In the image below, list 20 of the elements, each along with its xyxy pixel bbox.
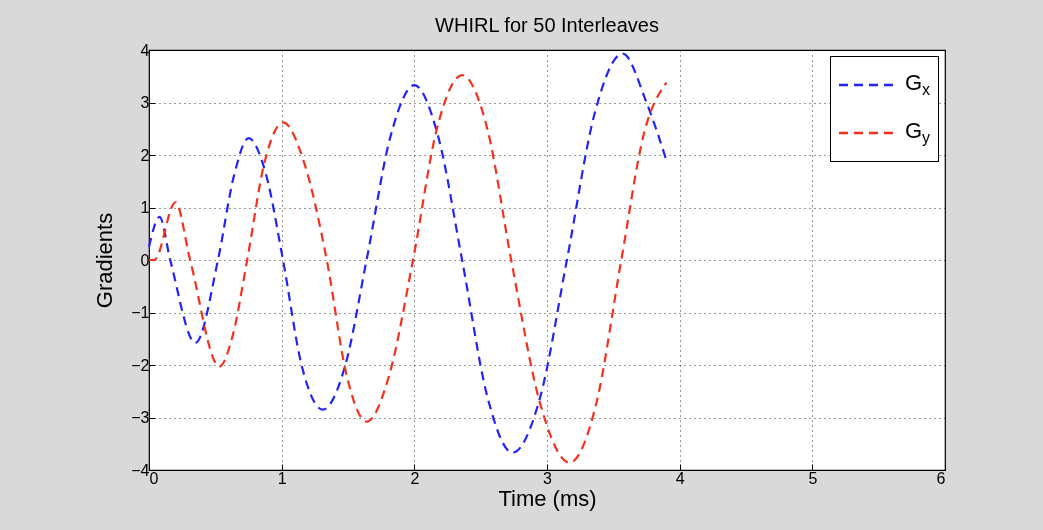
x-tick-label: 3 xyxy=(543,469,553,487)
y-tick-label: 0 xyxy=(140,251,150,269)
y-tick-label: −1 xyxy=(131,304,150,321)
y-tick-label: 2 xyxy=(140,146,150,164)
y-tick-label: −3 xyxy=(131,409,150,426)
legend-label: G$_{y}$ xyxy=(904,118,930,148)
chart-title: WHIRL for 50 Interleaves xyxy=(435,14,659,36)
y-axis-title: Gradients xyxy=(92,212,118,309)
y-tick-label: −2 xyxy=(131,356,150,374)
x-tick-label: 1 xyxy=(277,469,287,487)
y-tick-label: −4 xyxy=(131,461,150,479)
y-tick-label: 1 xyxy=(140,199,150,216)
x-tick-label: 2 xyxy=(410,469,420,487)
legend-label: G$_{x}$ xyxy=(904,70,930,100)
y-tick-label: 4 xyxy=(140,41,150,59)
x-tick-label: 6 xyxy=(936,469,946,487)
x-axis-title: Time (ms) xyxy=(498,485,597,511)
y-tick-label: 3 xyxy=(140,94,150,111)
x-tick-label: 5 xyxy=(808,469,818,487)
x-tick-label: 4 xyxy=(675,469,685,487)
